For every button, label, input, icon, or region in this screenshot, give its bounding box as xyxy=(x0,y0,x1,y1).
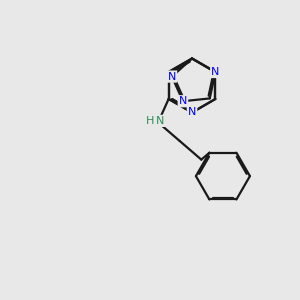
Text: N: N xyxy=(156,116,165,126)
Text: H: H xyxy=(146,116,154,126)
Text: N: N xyxy=(211,67,220,77)
Text: N: N xyxy=(179,96,187,106)
Text: N: N xyxy=(188,107,196,118)
Text: N: N xyxy=(168,72,176,82)
